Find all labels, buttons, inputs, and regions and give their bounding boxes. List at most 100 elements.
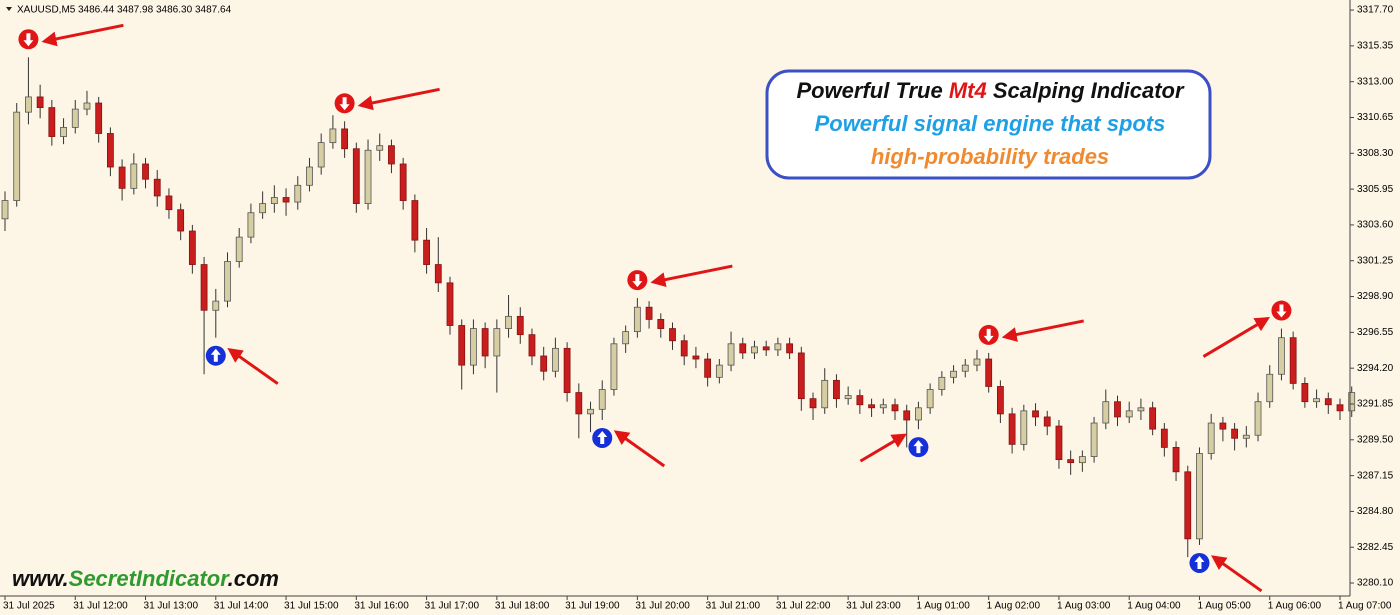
x-tick-label: 31 Jul 2025 [3, 601, 55, 612]
candle-body [1160, 428, 1168, 448]
pointer-arrow [227, 347, 279, 385]
y-tick-label: 3296.55 [1357, 327, 1394, 338]
y-tick-label: 3301.25 [1357, 255, 1394, 266]
x-tick-label: 1 Aug 02:00 [987, 601, 1041, 612]
candle-body [996, 386, 1004, 415]
candle-body [704, 358, 712, 378]
candle-body [1348, 392, 1356, 412]
candle-body [1313, 398, 1320, 403]
candle-body [727, 343, 735, 366]
candle-body [329, 128, 337, 144]
annotation-box [765, 69, 1212, 180]
x-tick-label: 1 Aug 06:00 [1268, 601, 1322, 612]
buy-signal-arrow [597, 430, 608, 444]
buy-signal-arrow [1194, 555, 1205, 569]
candle-body [891, 404, 899, 412]
candle-body [60, 126, 67, 137]
buy-signal-arrow [913, 440, 924, 454]
candle-body [856, 395, 864, 406]
headline: Powerful True Mt4 Scalping Indicator [796, 78, 1185, 103]
candle-body [575, 392, 583, 415]
x-tick-label: 1 Aug 07:00 [1338, 601, 1392, 612]
candle-body [1266, 373, 1274, 403]
x-tick-label: 31 Jul 17:00 [425, 601, 480, 612]
buy-signal [1189, 552, 1210, 573]
sell-signal-arrow [632, 274, 643, 288]
candle-body [973, 358, 981, 366]
candle-body [247, 212, 255, 238]
pointer-arrow [650, 264, 733, 288]
sell-signal-arrow [339, 97, 350, 111]
candle-body [774, 343, 782, 351]
candle-body [1231, 428, 1239, 439]
candle-body [516, 315, 524, 336]
x-tick-label: 31 Jul 12:00 [73, 601, 128, 612]
plot [1, 57, 1356, 558]
candle-body [950, 370, 957, 378]
candle-body [762, 346, 770, 351]
watermark-part: www. [12, 566, 69, 591]
candle-body [470, 328, 477, 366]
candle-body [376, 145, 384, 151]
candle-body [622, 331, 630, 345]
candle-body [1, 200, 9, 220]
candle-body [1090, 422, 1098, 457]
candle-body [411, 200, 419, 241]
candle-body [118, 166, 126, 189]
buy-signal [908, 437, 929, 458]
y-tick-label: 3280.10 [1357, 578, 1394, 589]
candle-body [1114, 401, 1121, 418]
sell-signal [334, 93, 355, 114]
candle-body [294, 184, 302, 203]
candle-body [1289, 337, 1297, 384]
candle-body [200, 264, 208, 311]
candle-body [645, 306, 653, 320]
candle-body [1172, 447, 1180, 473]
y-tick-label: 3284.80 [1357, 506, 1394, 517]
pointer-arrow [357, 87, 440, 111]
candle-body [1032, 410, 1039, 418]
candle-body [434, 264, 442, 284]
candle-body [212, 300, 220, 311]
x-tick-label: 31 Jul 22:00 [776, 601, 831, 612]
candle-body [48, 107, 56, 137]
candle-body [1125, 410, 1133, 418]
candle-body [446, 282, 454, 326]
candle-body [633, 306, 641, 333]
candle-body [1207, 422, 1215, 454]
candle-body [1278, 337, 1285, 375]
candle-body [551, 347, 559, 372]
candle-body [926, 389, 934, 409]
y-tick-label: 3305.95 [1357, 184, 1394, 195]
candle-body [915, 407, 922, 421]
candle-body [177, 209, 185, 232]
candle-body [142, 163, 149, 180]
candle-body [587, 408, 594, 415]
x-tick-label: 31 Jul 21:00 [706, 601, 761, 612]
candle-body [610, 343, 618, 390]
candle-body [1008, 413, 1016, 445]
candle-body [1043, 416, 1051, 427]
x-tick-label: 31 Jul 23:00 [846, 601, 901, 612]
candle-body [270, 197, 278, 204]
pointer-arrow [1202, 317, 1271, 358]
sell-signal [978, 324, 999, 345]
candle-body [540, 355, 548, 372]
candle-body [1137, 407, 1145, 412]
candle-body [458, 325, 466, 366]
candle-body [306, 166, 313, 186]
candle-body [13, 111, 21, 201]
y-tick-label: 3291.85 [1357, 399, 1394, 410]
candle-body [481, 328, 489, 357]
y-tick-label: 3310.65 [1357, 112, 1394, 123]
candle-body [36, 96, 44, 108]
pointer-arrow [859, 433, 908, 463]
candle-body [235, 236, 243, 262]
headline-part: Powerful True [796, 78, 948, 103]
symbol: XAUUSD,M5 [17, 5, 76, 16]
pointer-arrow [613, 430, 666, 468]
candle-body [364, 149, 372, 204]
x-tick-label: 31 Jul 20:00 [635, 601, 690, 612]
candle-body [388, 145, 395, 165]
y-tick-label: 3282.45 [1357, 542, 1394, 553]
